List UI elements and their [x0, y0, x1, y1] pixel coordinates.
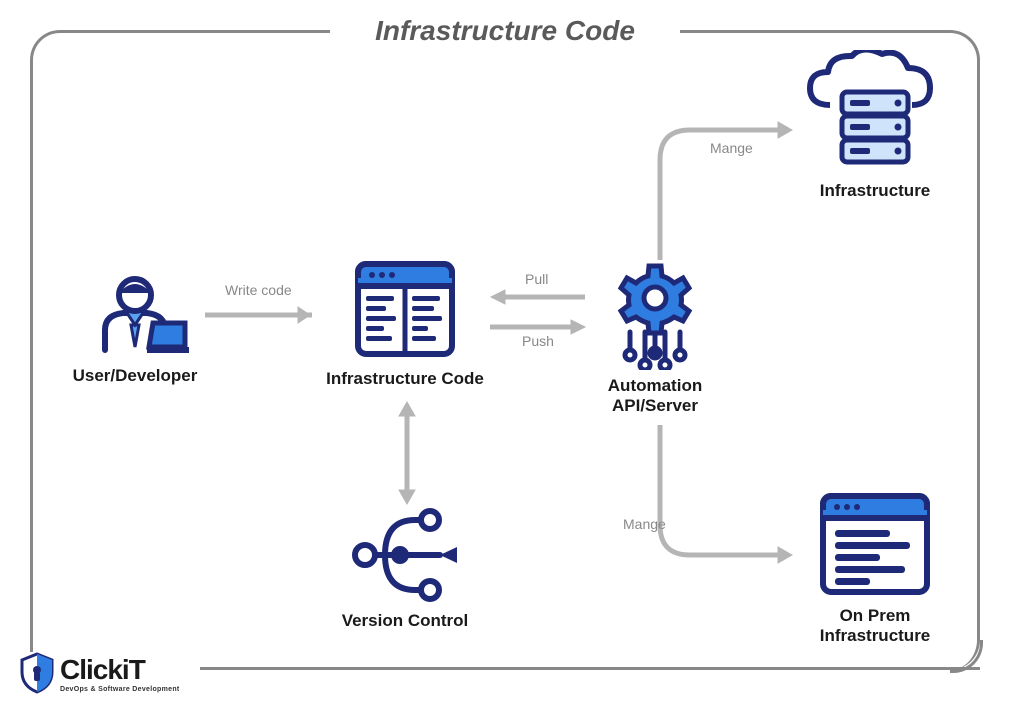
edge-label-write-code: Write code [225, 282, 292, 298]
edge-label-manage-up: Mange [710, 140, 753, 156]
node-label: On Prem Infrastructure [790, 606, 960, 647]
node-label: Infrastructure Code [325, 369, 485, 389]
arrow-pull [485, 288, 590, 306]
edge-label-pull: Pull [525, 271, 548, 287]
node-infra-code: Infrastructure Code [325, 258, 485, 389]
node-version-control: Version Control [310, 505, 500, 631]
title-container: Infrastructure Code [330, 15, 680, 55]
arrow-manage-down [650, 415, 800, 575]
edge-label-manage-down: Mange [623, 516, 666, 532]
gear-chip-icon [600, 260, 710, 370]
node-label: User/Developer [50, 366, 220, 386]
node-automation: Automation API/Server [580, 260, 730, 417]
edge-label-push: Push [522, 333, 554, 349]
frame-edge [200, 667, 980, 670]
node-on-prem: On Prem Infrastructure [790, 490, 960, 647]
logo-tagline: DevOps & Software Development [60, 686, 180, 693]
branch-icon [345, 505, 465, 605]
diagram-title: Infrastructure Code [375, 15, 635, 46]
arrow-version-control [395, 398, 419, 508]
node-label: Infrastructure [790, 181, 960, 201]
logo-brand-text: ClickiT [60, 654, 180, 686]
node-label: Automation API/Server [580, 376, 730, 417]
node-label: Version Control [310, 611, 500, 631]
shield-icon [18, 652, 56, 694]
code-window-icon [350, 258, 460, 363]
cloud-servers-icon [800, 50, 950, 175]
developer-icon [75, 265, 195, 360]
browser-window-icon [815, 490, 935, 600]
arrow-manage-up [650, 110, 800, 270]
arrow-write-code [200, 300, 330, 330]
brand-logo: ClickiT DevOps & Software Development [18, 652, 188, 694]
node-user-developer: User/Developer [50, 265, 220, 386]
node-infrastructure: Infrastructure [790, 50, 960, 201]
